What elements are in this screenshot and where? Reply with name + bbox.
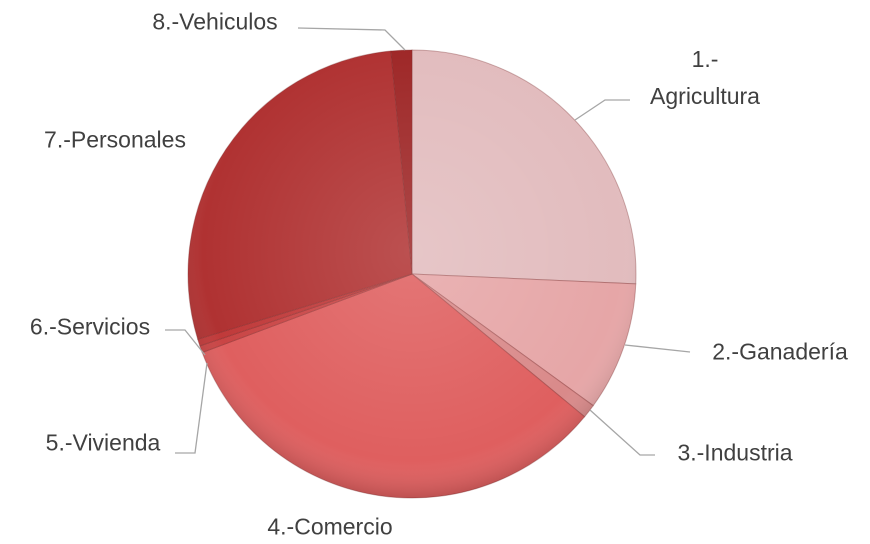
slice-label: 6.-Servicios (29, 313, 151, 340)
leader-line (589, 409, 655, 456)
slice-label: 3.-Industria (677, 439, 793, 466)
pie-slice (411, 49, 637, 285)
slice-label: 7.-Personales (44, 126, 186, 153)
leader-line (175, 362, 208, 454)
leader-line (297, 27, 406, 51)
slice-label: 2.-Ganadería (712, 338, 848, 365)
slice-label: 5.-Vivienda (45, 429, 161, 456)
leader-line (624, 344, 691, 353)
leader-line (574, 99, 630, 121)
slice-label: 8.-Vehiculos (152, 8, 278, 35)
leader-line (165, 329, 206, 356)
slice-label: 1.- Agricultura (650, 46, 760, 109)
slice-label: 4.-Comercio (267, 513, 393, 540)
